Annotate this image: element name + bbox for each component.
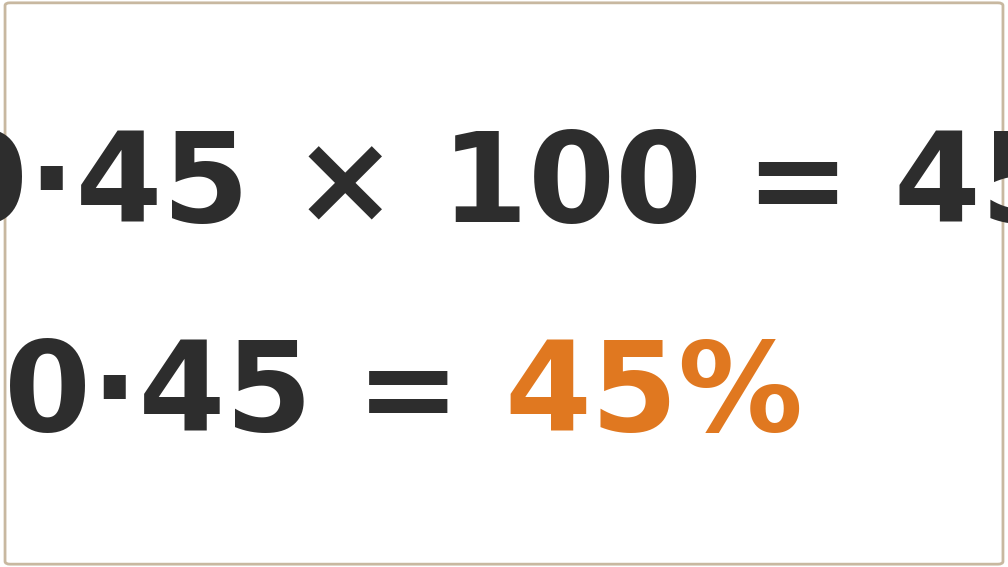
- Text: 45%: 45%: [504, 336, 803, 458]
- Text: 0·45 × 100 = 45: 0·45 × 100 = 45: [0, 126, 1008, 248]
- Text: 0·45 =: 0·45 =: [4, 336, 504, 458]
- FancyBboxPatch shape: [5, 3, 1003, 564]
